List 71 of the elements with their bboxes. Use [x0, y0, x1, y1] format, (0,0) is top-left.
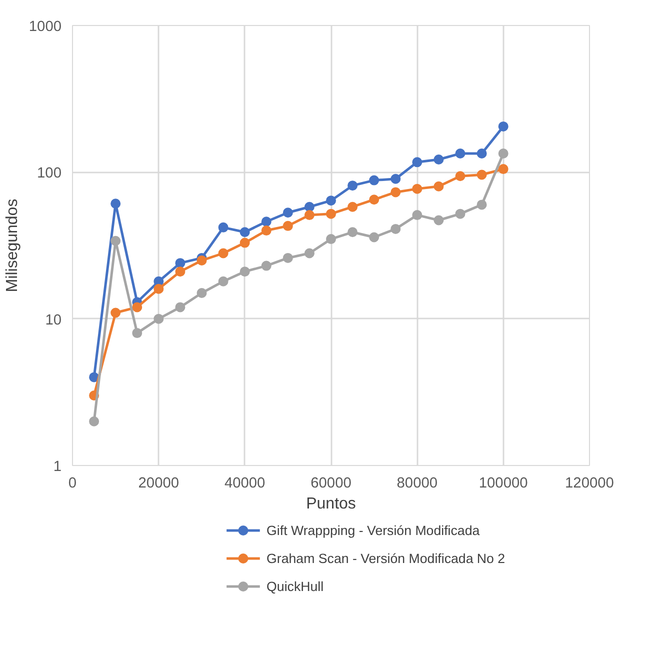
- point: [455, 148, 466, 159]
- point: [390, 174, 401, 184]
- point: [304, 210, 314, 220]
- point: [282, 208, 293, 218]
- point: [196, 255, 207, 266]
- point: [89, 416, 100, 426]
- point: [304, 202, 314, 212]
- point: [304, 248, 314, 258]
- point: [282, 220, 293, 231]
- x-tick-label: 100000: [478, 476, 528, 492]
- point: [326, 196, 336, 206]
- point: [261, 260, 272, 271]
- point: [412, 184, 422, 194]
- point: [434, 181, 444, 192]
- point: [110, 198, 121, 209]
- point: [369, 232, 380, 242]
- point: [175, 302, 186, 312]
- point: [348, 227, 358, 238]
- x-tick-label: 120000: [565, 476, 614, 492]
- point: [326, 234, 336, 244]
- point: [498, 148, 508, 159]
- point: [240, 266, 250, 277]
- y-tick-label: 1000: [28, 19, 62, 35]
- x-axis-title: Puntos: [306, 496, 356, 512]
- legend-label: Gift Wrappping - Versión Modificada: [266, 523, 480, 538]
- point: [154, 314, 164, 324]
- point: [412, 210, 422, 220]
- point: [348, 180, 358, 191]
- y-axis-title: Milisegundos: [4, 198, 21, 292]
- point: [476, 200, 487, 210]
- point: [196, 288, 207, 298]
- point: [240, 238, 250, 248]
- point: [218, 222, 228, 232]
- point: [390, 224, 401, 234]
- point: [455, 208, 466, 219]
- point: [282, 252, 293, 263]
- point: [369, 194, 380, 205]
- point: [348, 202, 358, 212]
- point: [261, 226, 272, 236]
- point: [110, 236, 121, 246]
- x-tick-label: 0: [68, 476, 77, 492]
- point: [498, 121, 508, 132]
- point: [110, 308, 121, 318]
- y-tick-label: 100: [37, 166, 62, 182]
- point: [434, 154, 444, 164]
- point: [261, 216, 272, 227]
- point: [218, 276, 228, 286]
- point: [132, 302, 142, 312]
- point: [434, 215, 444, 226]
- legend-label: Graham Scan - Versión Modificada No 2: [266, 551, 506, 566]
- x-tick-label: 80000: [396, 476, 438, 492]
- point: [326, 208, 336, 219]
- x-tick-label: 60000: [310, 476, 352, 492]
- point: [390, 187, 401, 198]
- point: [218, 248, 228, 258]
- point: [175, 266, 186, 277]
- point: [455, 171, 466, 182]
- point: [476, 170, 487, 180]
- point: [369, 175, 380, 186]
- point: [175, 258, 186, 268]
- point: [154, 284, 164, 294]
- legend-label: QuickHull: [266, 579, 324, 594]
- point: [132, 328, 142, 338]
- x-tick-label: 40000: [224, 476, 266, 492]
- y-tick-label: 1: [53, 459, 62, 475]
- point: [412, 157, 422, 168]
- x-tick-label: 20000: [138, 476, 180, 492]
- point: [498, 164, 508, 174]
- y-tick-label: 10: [45, 312, 62, 328]
- point: [476, 148, 487, 159]
- point: [240, 227, 250, 238]
